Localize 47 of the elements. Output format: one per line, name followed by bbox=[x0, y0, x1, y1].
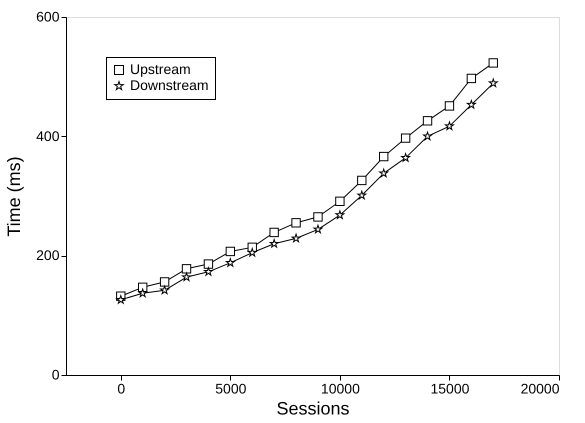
point bbox=[466, 74, 476, 84]
x-tick-label: 15000 bbox=[430, 380, 470, 396]
point bbox=[400, 133, 410, 143]
point bbox=[423, 132, 432, 140]
point bbox=[357, 190, 366, 200]
legend-label: Downstream bbox=[130, 77, 209, 93]
legend-label: Upstream bbox=[130, 61, 191, 77]
point bbox=[116, 295, 126, 304]
point bbox=[401, 153, 410, 162]
point bbox=[226, 246, 236, 256]
point bbox=[488, 58, 498, 68]
point bbox=[160, 277, 170, 287]
point bbox=[160, 286, 170, 294]
point bbox=[182, 264, 192, 274]
point bbox=[335, 196, 345, 206]
x-tick-label: 0 bbox=[117, 380, 126, 396]
point bbox=[444, 122, 454, 130]
point bbox=[269, 228, 279, 238]
point bbox=[182, 272, 191, 282]
x-tick-label: 20000 bbox=[520, 380, 560, 396]
x-tick-label: 5000 bbox=[215, 380, 247, 396]
point bbox=[292, 234, 301, 242]
point bbox=[422, 116, 432, 126]
x-tick-label: 10000 bbox=[320, 380, 360, 396]
point bbox=[488, 78, 498, 88]
point bbox=[379, 168, 388, 178]
point bbox=[248, 248, 257, 257]
y-axis-title: Time (ms) bbox=[4, 156, 24, 237]
y-tick-label: 600 bbox=[36, 8, 60, 24]
point bbox=[335, 210, 344, 219]
point bbox=[379, 152, 388, 162]
point bbox=[138, 282, 148, 292]
x-axis-title: Sessions bbox=[276, 398, 350, 418]
point bbox=[466, 100, 476, 109]
point bbox=[204, 259, 214, 269]
point bbox=[270, 239, 279, 248]
y-tick-label: 400 bbox=[36, 128, 60, 144]
point bbox=[357, 176, 366, 186]
point bbox=[226, 258, 235, 267]
point bbox=[313, 212, 323, 222]
y-tick-label: 200 bbox=[36, 247, 60, 264]
point bbox=[314, 224, 322, 234]
point bbox=[204, 267, 213, 276]
point bbox=[138, 288, 148, 298]
point bbox=[291, 218, 301, 228]
y-tick-label: 0 bbox=[52, 366, 60, 382]
point bbox=[444, 101, 454, 111]
